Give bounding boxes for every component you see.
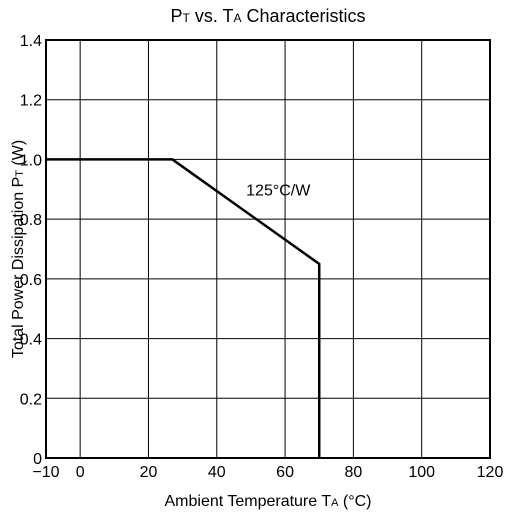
- y-tick-label: 1.4: [20, 33, 42, 50]
- y-tick-label: 0.2: [20, 391, 42, 408]
- series-group: [46, 158, 321, 458]
- x-axis-label: Ambient Temperature TA (°C): [164, 493, 371, 510]
- x-tick-label: 40: [208, 464, 226, 481]
- y-tick-label: 1.0: [20, 152, 42, 169]
- chart-title: PT vs. TA Characteristics: [170, 6, 365, 26]
- y-tick-label: 0.4: [20, 332, 42, 349]
- grid: [46, 40, 490, 458]
- x-tick-label: −10: [32, 464, 59, 481]
- y-tick-label: 0.6: [20, 272, 42, 289]
- x-tick-label: 80: [344, 464, 362, 481]
- series-line-1: [46, 158, 321, 458]
- annotation-label: 125°C/W: [246, 182, 311, 199]
- x-tick-label: 0: [76, 464, 85, 481]
- y-tick-label: 0.8: [20, 212, 42, 229]
- y-tick-label: 1.2: [20, 93, 42, 110]
- y-axis-ticks: 0 0.2 0.4 0.6 0.8 1.0 1.2 1.4: [20, 33, 42, 468]
- annotations: 125°C/W: [246, 182, 311, 199]
- x-tick-label: 20: [140, 464, 158, 481]
- x-tick-label: 100: [408, 464, 435, 481]
- y-tick-label: 0: [33, 451, 42, 468]
- plot-area: [45, 39, 491, 459]
- y-axis-label: Total Power Dissipation PT (W): [10, 140, 27, 358]
- x-tick-label: 60: [276, 464, 294, 481]
- x-tick-label: 120: [477, 464, 504, 481]
- x-axis-ticks: −10 0 20 40 60 80 100 120: [32, 464, 503, 481]
